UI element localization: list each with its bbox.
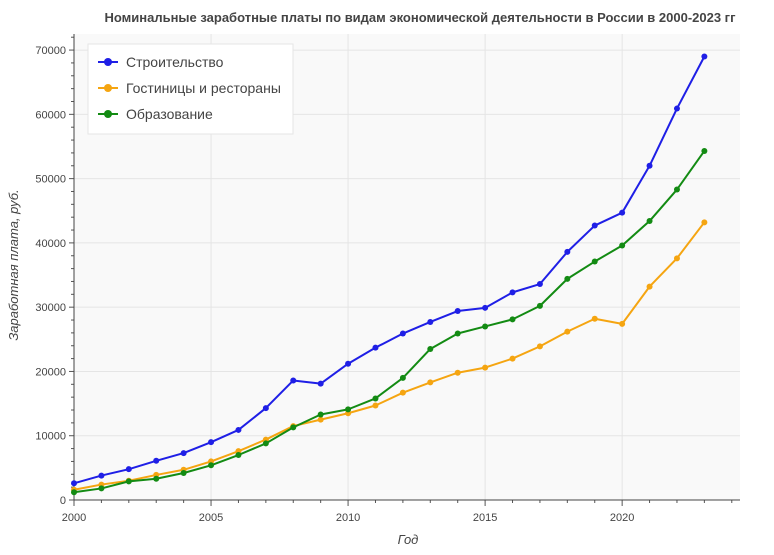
data-point [153, 457, 160, 464]
data-point [235, 426, 242, 433]
series-line [73, 221, 706, 491]
data-point [536, 343, 543, 350]
y-tick-label: 20000 [35, 366, 66, 378]
series-layer [71, 53, 708, 496]
data-point [673, 186, 680, 193]
data-point [454, 369, 461, 376]
x-tick-label: 2005 [199, 512, 223, 524]
data-point [591, 315, 598, 322]
data-point [536, 281, 543, 288]
data-point [125, 478, 132, 485]
data-point [591, 222, 598, 229]
data-point [345, 360, 352, 367]
legend-box [87, 43, 294, 135]
data-point [372, 344, 379, 351]
x-axis-label: Год [398, 532, 419, 547]
data-point [701, 53, 708, 60]
y-tick-label: 50000 [35, 174, 66, 186]
data-point [646, 283, 653, 290]
x-tick-label: 2015 [473, 512, 497, 524]
legend: Строительство Гостиницы и рестораны Образо… [87, 43, 294, 135]
data-point [482, 364, 489, 371]
data-point [180, 450, 187, 457]
series-group [71, 53, 708, 487]
series-group [71, 147, 708, 496]
data-point [427, 318, 434, 325]
data-point [372, 395, 379, 402]
data-point [591, 258, 598, 265]
series-line [73, 56, 706, 485]
data-point [125, 466, 132, 473]
data-point [317, 411, 324, 418]
data-point [262, 405, 269, 412]
data-point [98, 485, 105, 492]
data-point [262, 440, 269, 447]
legend-label: Образование [126, 106, 213, 122]
data-point [427, 345, 434, 352]
legend-item: Образование [98, 106, 213, 122]
y-tick-label: 70000 [35, 45, 66, 57]
grid-lines [73, 34, 740, 501]
y-tick-label: 0 [60, 495, 66, 507]
data-point [208, 439, 215, 446]
data-point [399, 389, 406, 396]
data-point [345, 406, 352, 413]
data-point [564, 275, 571, 282]
data-point [673, 105, 680, 112]
data-point [619, 242, 626, 249]
data-point [317, 416, 324, 423]
data-point [482, 323, 489, 330]
data-point [701, 147, 708, 154]
legend-swatch-marker [104, 58, 112, 66]
data-point [427, 379, 434, 386]
x-tick-label: 2010 [336, 512, 360, 524]
data-point [290, 377, 297, 384]
data-point [98, 472, 105, 479]
legend-item: Гостиницы и рестораны [98, 80, 281, 96]
y-tick-label: 40000 [35, 238, 66, 250]
data-point [619, 209, 626, 216]
data-point [646, 162, 653, 169]
x-tick-label: 2020 [610, 512, 634, 524]
data-point [317, 380, 324, 387]
data-point [509, 355, 516, 362]
legend-swatch-marker [104, 84, 112, 92]
y-axis-label: Заработная плата, руб. [6, 189, 21, 340]
data-point [701, 219, 708, 226]
data-point [564, 248, 571, 255]
data-point [290, 424, 297, 431]
data-point [399, 330, 406, 337]
chart-title: Номинальные заработные платы по видам эк… [104, 10, 736, 25]
data-point [372, 402, 379, 409]
data-point [454, 308, 461, 315]
data-point [399, 374, 406, 381]
y-tick-label: 60000 [35, 109, 66, 121]
legend-item: Строительство [98, 54, 224, 70]
data-point [646, 218, 653, 225]
axes: 0 10000 20000 30000 40000 50000 60000 70000 2000… [35, 34, 740, 524]
legend-label: Гостиницы и рестораны [126, 80, 281, 96]
data-point [71, 489, 77, 496]
data-point [509, 316, 516, 323]
x-tick-label: 2000 [62, 512, 86, 524]
series-line [73, 150, 706, 494]
data-point [536, 302, 543, 309]
data-point [235, 452, 242, 459]
data-point [208, 462, 215, 469]
legend-swatch-marker [104, 110, 112, 118]
legend-label: Строительство [126, 54, 224, 70]
data-point [454, 330, 461, 337]
y-tick-label: 10000 [35, 431, 66, 443]
data-point [564, 328, 571, 335]
data-point [153, 475, 160, 482]
data-point [619, 320, 626, 327]
data-point [673, 255, 680, 262]
data-point [71, 480, 77, 487]
y-tick-label: 30000 [35, 302, 66, 314]
data-point [180, 470, 187, 477]
data-point [509, 289, 516, 296]
data-point [482, 304, 489, 311]
